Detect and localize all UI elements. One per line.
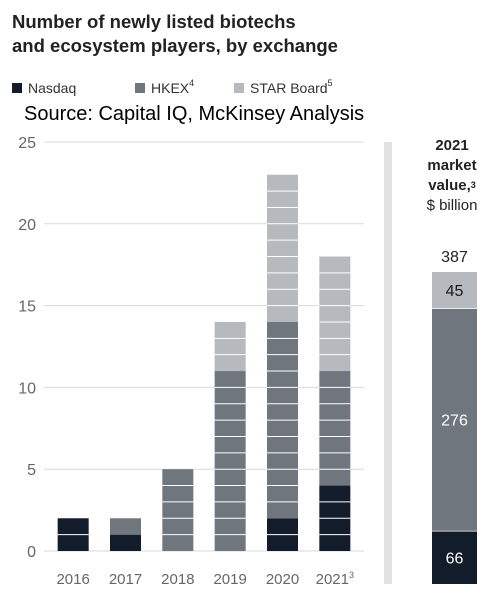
chart-title: Number of newly listed biotechs and ecos… [12, 10, 482, 58]
market-value-total: 387 [441, 249, 468, 266]
y-tick-label: 15 [18, 299, 36, 316]
market-value-title-3: value,3 [410, 176, 494, 196]
market-value-label-star-board: 45 [446, 283, 464, 300]
bar-nasdaq-2017 [110, 534, 141, 551]
y-tick-label: 5 [27, 462, 36, 479]
x-tick-label-2017: 2017 [109, 571, 142, 588]
market-value-title-3-text: value, [428, 177, 471, 194]
y-tick-label: 20 [18, 217, 36, 234]
market-value-bar-nasdaq [432, 530, 477, 584]
bar-hkex-2019 [214, 371, 246, 551]
y-tick-label: 25 [18, 135, 36, 152]
market-value-label-hkex: 276 [441, 413, 468, 430]
market-value-unit: $ billion [426, 197, 478, 214]
y-tick-label: 0 [27, 544, 36, 561]
x-tick-label-2020: 2020 [266, 571, 299, 588]
market-value-footnote: 3 [470, 180, 476, 190]
bar-hkex-2018 [162, 469, 194, 551]
market-value-title-2: market [427, 157, 477, 174]
legend-label-nasdaq: Nasdaq [28, 80, 77, 96]
x-tick-label-2016: 2016 [56, 571, 89, 588]
legend-footnote-hkex: 4 [189, 78, 195, 88]
legend-swatch-hkex [135, 83, 145, 94]
legend-item-hkex: HKEX4 [135, 78, 195, 96]
legend-item-star-board: STAR Board5 [234, 78, 333, 96]
x-tick-label-2021: 20213 [316, 570, 354, 588]
bar-star-board-2019 [214, 321, 246, 372]
bar-star-board-2021 [319, 256, 351, 372]
x-tick-footnote: 3 [349, 570, 354, 580]
chart-title-line-2: and ecosystem players, by exchange [12, 35, 338, 56]
legend-item-nasdaq: Nasdaq [12, 80, 76, 96]
bar-hkex-2021 [319, 371, 351, 486]
y-tick-label: 10 [18, 380, 36, 397]
market-value-title-1: 2021 [435, 137, 469, 154]
legend-label-hkex: HKEX [151, 80, 190, 96]
market-value-bar-hkex [432, 308, 477, 531]
legend-swatch-nasdaq [12, 83, 22, 94]
market-value-heading: 2021 market value,3 $ billion [410, 136, 494, 216]
market-value-bar-star-board [432, 272, 477, 309]
legend-label-star-board: STAR Board [250, 80, 328, 96]
source-note: Source: Capital IQ, McKinsey Analysis [24, 103, 365, 125]
legend-footnote-star-board: 5 [327, 78, 333, 88]
bar-hkex-2017 [110, 518, 141, 535]
market-value-label-nasdaq: 66 [446, 550, 464, 567]
x-tick-label-2018: 2018 [161, 571, 194, 588]
legend-swatch-star-board [234, 83, 244, 94]
bar-star-board-2020 [267, 174, 298, 322]
x-tick-label-2019: 2019 [213, 571, 246, 588]
chart-title-line-1: Number of newly listed biotechs [12, 11, 296, 32]
